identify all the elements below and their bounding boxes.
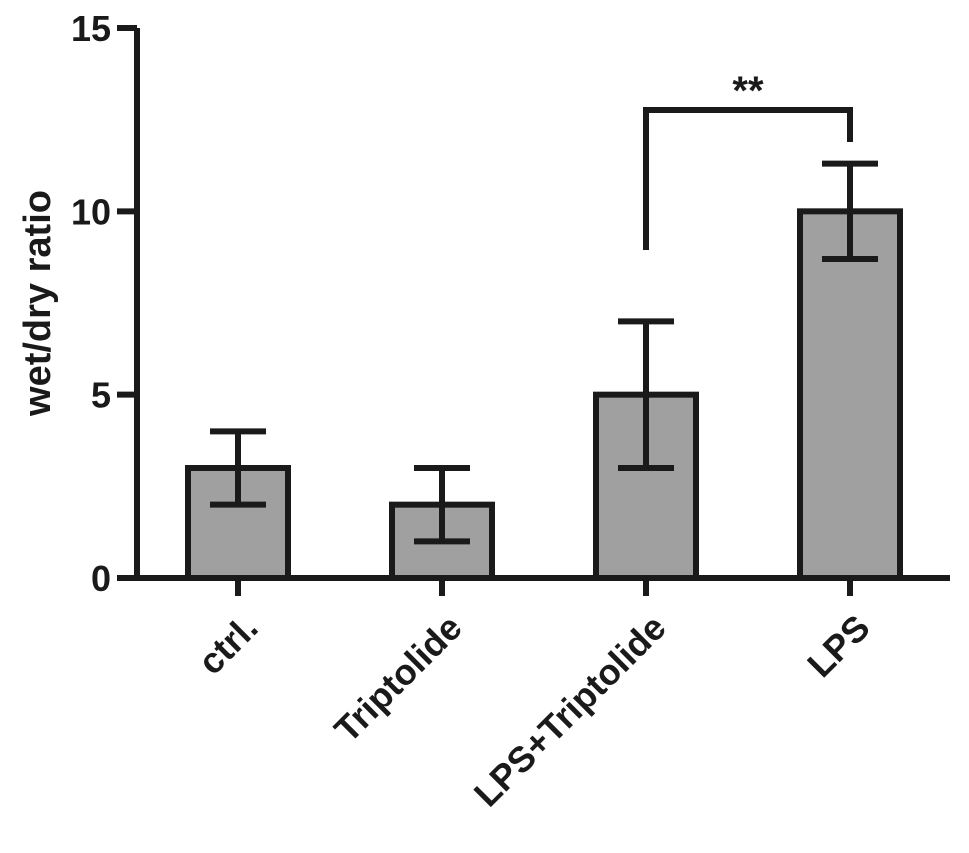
x-tick-label: Triptolide	[326, 607, 470, 751]
significance-label: **	[732, 69, 764, 113]
y-tick-label: 10	[71, 191, 111, 232]
x-tick-label: LPS+Triptolide	[466, 607, 674, 815]
y-axis-title: wet/dry ratio	[17, 190, 59, 417]
y-tick-label: 0	[91, 558, 111, 599]
x-tick-label: LPS	[799, 607, 877, 685]
y-tick-label: 5	[91, 375, 111, 416]
x-tick-label: ctrl.	[190, 607, 266, 683]
y-tick-label: 15	[71, 8, 111, 49]
bar	[797, 208, 903, 581]
significance-bracket	[643, 107, 853, 250]
